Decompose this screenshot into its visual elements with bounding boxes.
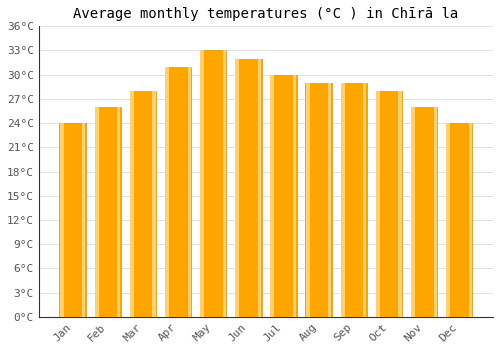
Bar bbox=[130, 91, 156, 317]
Bar bbox=[165, 66, 191, 317]
Bar bbox=[446, 123, 450, 317]
Bar bbox=[188, 66, 190, 317]
Bar bbox=[340, 83, 344, 317]
Bar bbox=[446, 123, 472, 317]
Bar bbox=[82, 123, 86, 317]
Bar bbox=[60, 123, 64, 317]
Bar bbox=[293, 75, 296, 317]
Bar bbox=[235, 58, 262, 317]
Bar bbox=[328, 83, 332, 317]
Bar bbox=[94, 107, 98, 317]
Bar bbox=[270, 75, 274, 317]
Bar bbox=[468, 123, 472, 317]
Bar bbox=[411, 107, 415, 317]
Bar bbox=[270, 75, 296, 317]
Bar bbox=[200, 50, 204, 317]
Bar bbox=[200, 50, 226, 317]
Bar bbox=[236, 58, 240, 317]
Bar bbox=[60, 123, 86, 317]
Bar bbox=[306, 83, 332, 317]
Bar bbox=[306, 83, 310, 317]
Bar bbox=[434, 107, 436, 317]
Bar bbox=[411, 107, 438, 317]
Bar bbox=[94, 107, 121, 317]
Bar bbox=[398, 91, 402, 317]
Bar bbox=[165, 66, 169, 317]
Bar bbox=[130, 91, 134, 317]
Bar bbox=[376, 91, 402, 317]
Bar bbox=[118, 107, 120, 317]
Bar bbox=[340, 83, 367, 317]
Bar bbox=[152, 91, 156, 317]
Bar bbox=[364, 83, 366, 317]
Bar bbox=[376, 91, 380, 317]
Title: Average monthly temperatures (°C ) in Chīrā la: Average monthly temperatures (°C ) in Ch… bbox=[74, 7, 458, 21]
Bar bbox=[222, 50, 226, 317]
Bar bbox=[258, 58, 261, 317]
